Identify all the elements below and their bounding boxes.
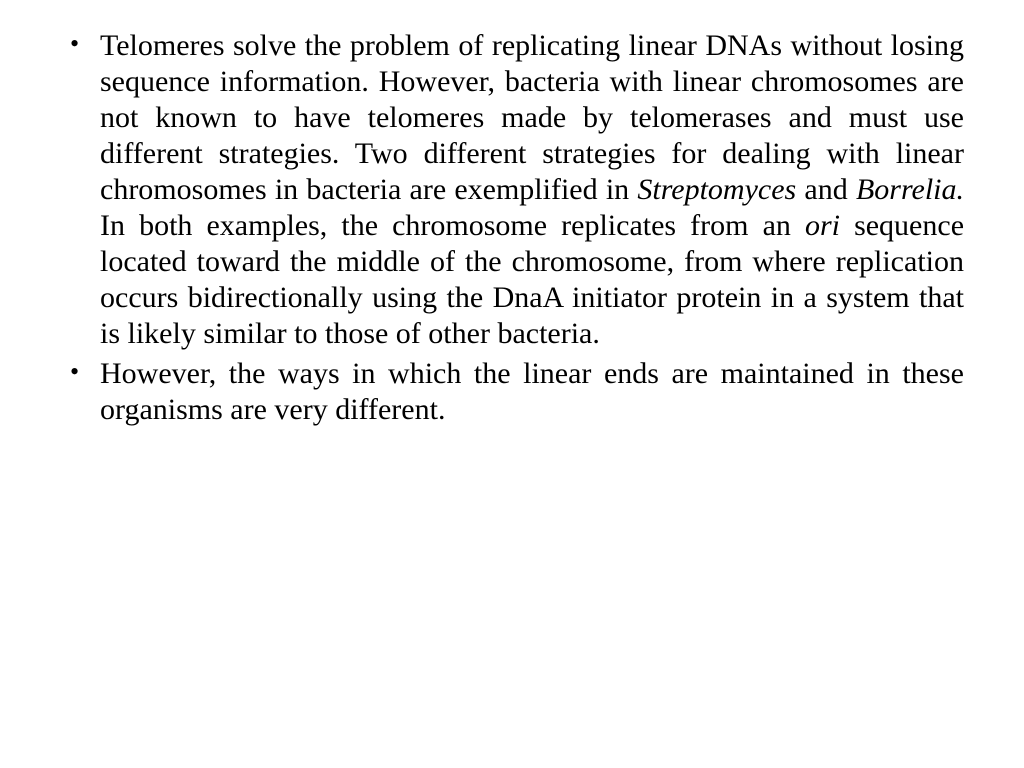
italic-text-segment: Streptomyces xyxy=(637,173,796,206)
text-segment: In both examples, the chromosome replica… xyxy=(100,209,805,242)
text-segment: and xyxy=(796,173,856,206)
italic-text-segment: Borrelia. xyxy=(856,173,964,206)
text-segment: However, the ways in which the linear en… xyxy=(100,357,964,426)
slide-container: Telomeres solve the problem of replicati… xyxy=(0,0,1024,768)
italic-text-segment: ori xyxy=(805,209,840,242)
bullet-item: However, the ways in which the linear en… xyxy=(100,356,964,428)
bullet-list: Telomeres solve the problem of replicati… xyxy=(60,28,964,428)
bullet-item: Telomeres solve the problem of replicati… xyxy=(100,28,964,352)
